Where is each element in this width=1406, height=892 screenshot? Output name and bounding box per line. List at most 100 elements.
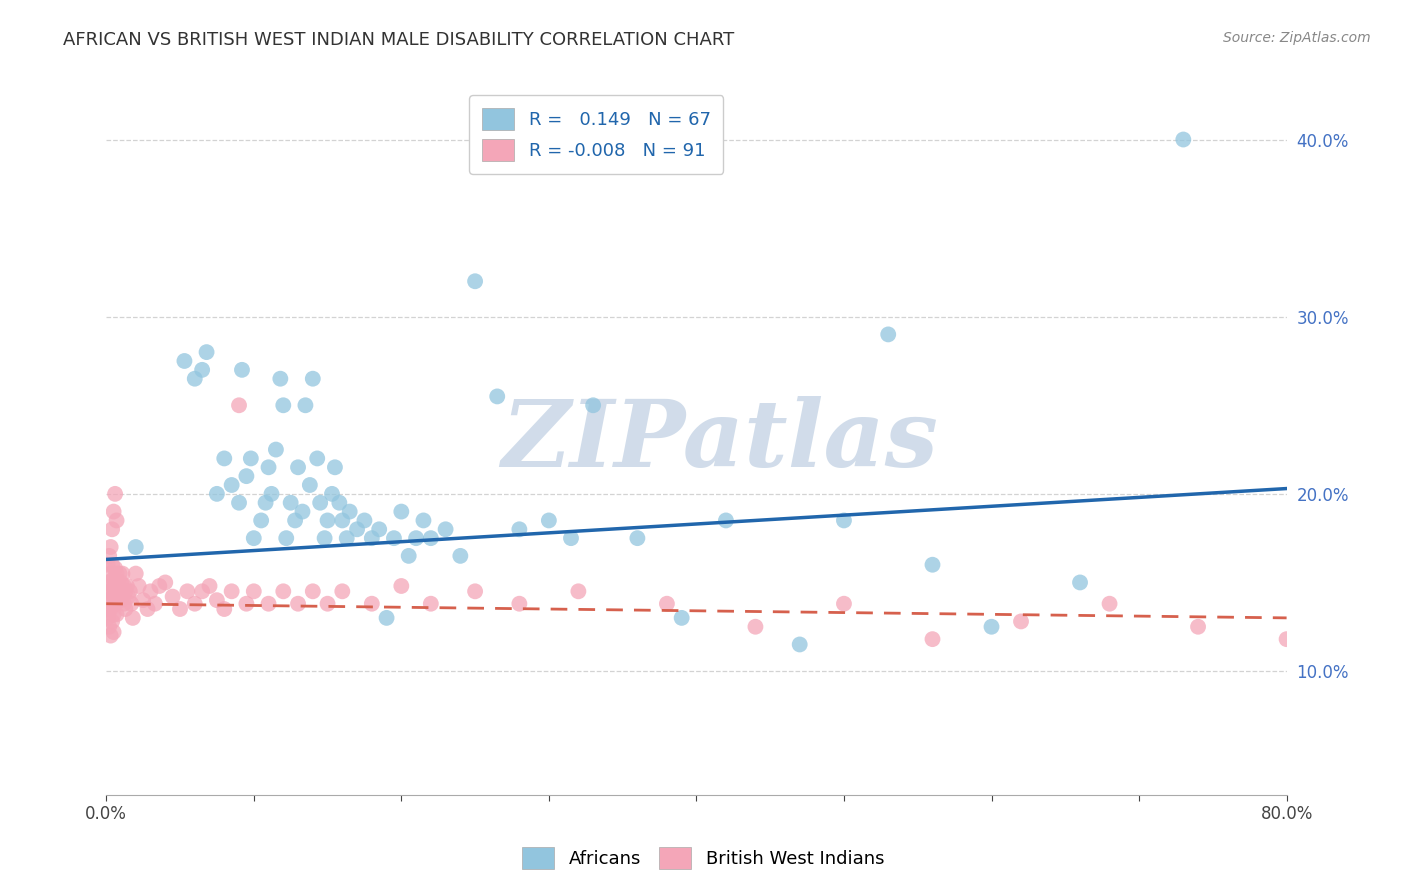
Point <box>271 398 294 412</box>
Point <box>671 611 693 625</box>
Point <box>100 584 122 599</box>
Point <box>103 607 125 622</box>
Point <box>389 579 412 593</box>
Point <box>98 602 121 616</box>
Point <box>250 513 273 527</box>
Point <box>103 572 125 586</box>
Point <box>101 615 124 629</box>
Point <box>389 505 412 519</box>
Point <box>101 522 124 536</box>
Point <box>832 597 855 611</box>
Point <box>105 513 128 527</box>
Point <box>176 584 198 599</box>
Point <box>205 487 228 501</box>
Point <box>316 597 339 611</box>
Point <box>100 540 122 554</box>
Point <box>877 327 900 342</box>
Point <box>323 460 346 475</box>
Point <box>104 579 127 593</box>
Point <box>143 597 166 611</box>
Point <box>626 531 648 545</box>
Point <box>582 398 605 412</box>
Point <box>464 584 486 599</box>
Point <box>228 496 250 510</box>
Point <box>298 478 321 492</box>
Point <box>98 620 121 634</box>
Point <box>97 593 120 607</box>
Point <box>330 513 353 527</box>
Point <box>228 398 250 412</box>
Point <box>108 584 131 599</box>
Point <box>287 460 309 475</box>
Point <box>205 593 228 607</box>
Point <box>191 363 214 377</box>
Point <box>405 531 427 545</box>
Point <box>789 637 811 651</box>
Point <box>336 531 359 545</box>
Point <box>314 531 336 545</box>
Point <box>104 597 127 611</box>
Point <box>235 597 257 611</box>
Point <box>307 451 329 466</box>
Point <box>107 575 129 590</box>
Point <box>744 620 766 634</box>
Point <box>346 522 368 536</box>
Point <box>294 398 316 412</box>
Point <box>1010 615 1032 629</box>
Point <box>257 597 280 611</box>
Point <box>101 597 124 611</box>
Point <box>120 597 142 611</box>
Point <box>560 531 582 545</box>
Point <box>104 561 127 575</box>
Point <box>291 505 314 519</box>
Point <box>121 611 143 625</box>
Point <box>148 579 170 593</box>
Point <box>110 593 132 607</box>
Point <box>257 460 280 475</box>
Point <box>655 597 678 611</box>
Point <box>114 602 136 616</box>
Point <box>162 590 184 604</box>
Point <box>287 597 309 611</box>
Point <box>567 584 589 599</box>
Point <box>449 549 471 563</box>
Point <box>101 558 124 572</box>
Point <box>111 584 134 599</box>
Point <box>284 513 307 527</box>
Legend: Africans, British West Indians: Africans, British West Indians <box>513 838 893 879</box>
Point <box>339 505 361 519</box>
Point <box>239 451 262 466</box>
Point <box>139 584 162 599</box>
Point <box>155 575 177 590</box>
Point <box>269 372 291 386</box>
Point <box>136 602 159 616</box>
Point <box>508 597 530 611</box>
Point <box>360 531 382 545</box>
Point <box>1098 597 1121 611</box>
Point <box>169 602 191 616</box>
Point <box>112 597 135 611</box>
Point <box>198 579 221 593</box>
Point <box>97 558 120 572</box>
Point <box>242 584 264 599</box>
Point <box>375 611 398 625</box>
Point <box>100 566 122 581</box>
Point <box>184 372 207 386</box>
Point <box>104 487 127 501</box>
Point <box>254 496 277 510</box>
Point <box>128 579 150 593</box>
Point <box>1069 575 1091 590</box>
Point <box>111 566 134 581</box>
Point <box>98 549 121 563</box>
Point <box>107 593 129 607</box>
Point <box>309 496 332 510</box>
Point <box>108 566 131 581</box>
Point <box>125 566 148 581</box>
Point <box>330 584 353 599</box>
Text: Source: ZipAtlas.com: Source: ZipAtlas.com <box>1223 31 1371 45</box>
Point <box>110 575 132 590</box>
Point <box>105 566 128 581</box>
Point <box>118 584 141 599</box>
Point <box>412 513 434 527</box>
Point <box>100 602 122 616</box>
